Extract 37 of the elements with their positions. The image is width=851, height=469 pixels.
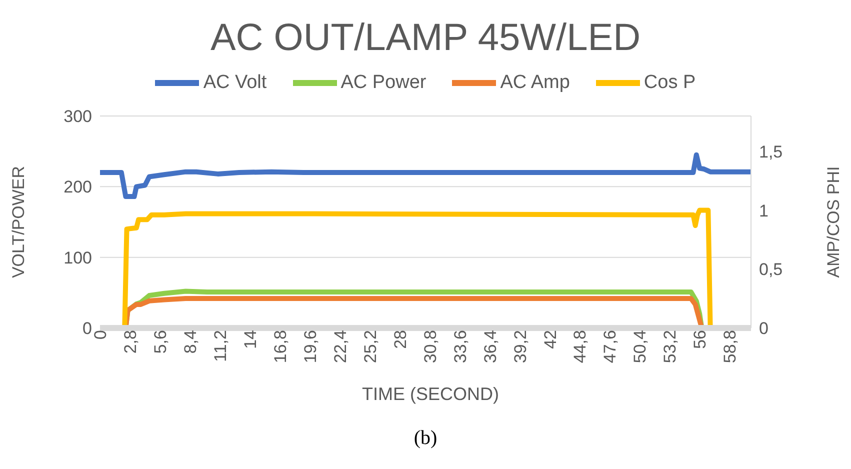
text: (b) [412, 427, 438, 450]
legend-label: AC Volt [203, 72, 267, 94]
x-tick-label: 11,2 [210, 330, 230, 362]
x-tick-label: 58,8 [720, 330, 740, 364]
x-tick-label: 33,6 [450, 330, 470, 364]
x-tick-label: 2,8 [121, 330, 140, 354]
y2-tick-label: 1,5 [759, 142, 783, 162]
chart-title: AC OUT/LAMP 45W/LED [209, 16, 642, 61]
y-tick-label: 100 [64, 248, 92, 268]
x-tick-label: 28 [390, 330, 410, 349]
x-tick-label: 42 [540, 330, 560, 349]
y2-axis-title: AMP/COS PHI [824, 166, 844, 278]
x-tick-label: 19,6 [300, 330, 320, 364]
x-tick-label: 5,6 [151, 330, 170, 354]
x-tick-label: 25,2 [360, 330, 380, 364]
x-axis-title: TIME (SECOND) [361, 384, 500, 405]
y-tick-label: 300 [64, 107, 92, 126]
y-axis-title: VOLT/POWER [9, 166, 28, 278]
x-tick-label: 53,2 [660, 330, 680, 364]
legend-label: Cos P [644, 72, 696, 94]
legend-label: AC Amp [500, 72, 570, 94]
y-tick-label: 200 [64, 178, 92, 197]
y2-tick-label: 0,5 [759, 260, 783, 280]
legend-label: AC Power [340, 72, 426, 94]
x-tick-label: 47,6 [600, 330, 620, 364]
x-tick-label: 44,8 [570, 330, 590, 364]
x-tick-label: 22,4 [330, 330, 350, 364]
x-tick-label: 50,4 [630, 330, 650, 364]
x-tick-label: 39,2 [510, 330, 530, 364]
x-tick-label: 16,8 [270, 330, 290, 364]
x-tick-label: 30,8 [420, 330, 440, 364]
x-tick-label: 14 [240, 330, 260, 349]
x-tick-label: 0 [91, 330, 110, 340]
x-tick-label: 56 [690, 330, 710, 349]
x-tick-label: 8,4 [181, 330, 200, 354]
y2-tick-label: 1 [759, 201, 768, 220]
x-tick-label: 36,4 [480, 330, 500, 364]
